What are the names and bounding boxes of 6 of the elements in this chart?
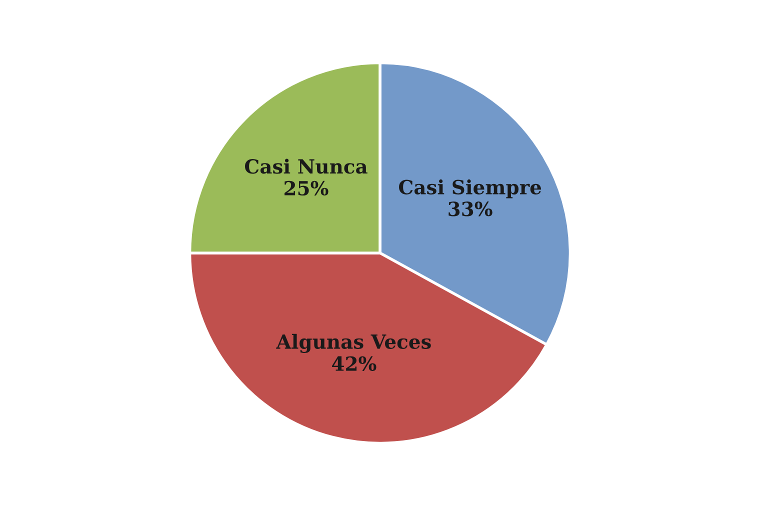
data-label: 25% <box>284 180 328 196</box>
data-label: 42% <box>332 356 376 372</box>
slice-label: Casi Nunca <box>244 158 368 174</box>
slice-label: Algunas Veces <box>276 334 431 354</box>
data-label: 33% <box>448 202 492 216</box>
slice-label: Casi Siempre <box>399 179 542 198</box>
